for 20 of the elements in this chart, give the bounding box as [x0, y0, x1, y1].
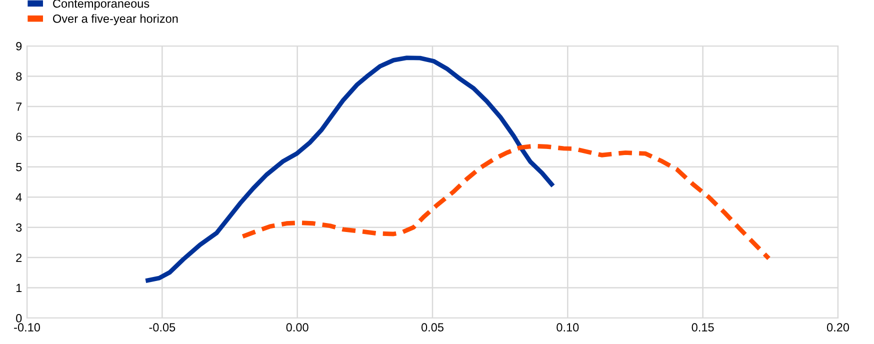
y-tick-label: 6 [16, 132, 22, 142]
y-tick-label: 0 [16, 314, 22, 322]
y-tick-label: 7 [16, 102, 22, 111]
y-tick-label: 5 [16, 163, 22, 172]
line-series [143, 56, 556, 284]
line-series [240, 144, 772, 261]
y-tick-label: 8 [16, 72, 22, 81]
x-tick-label: 0.00 [286, 323, 308, 332]
legend-label: Over a five-year horizon [53, 14, 178, 26]
x-tick-label: 0.20 [826, 323, 850, 332]
x-tick-label: 0.15 [692, 323, 714, 332]
y-tick-label: 2 [16, 254, 22, 262]
y-tick-label: 3 [16, 223, 22, 232]
x-tick-label: -0.05 [149, 323, 176, 332]
y-tick-label: 1 [16, 284, 22, 292]
x-tick-label: 0.05 [421, 323, 444, 332]
x-tick-label: 0.10 [556, 323, 579, 332]
x-tick-label: -0.10 [14, 323, 40, 332]
y-tick-label: 4 [16, 193, 22, 202]
y-tick-label: 9 [16, 42, 22, 50]
